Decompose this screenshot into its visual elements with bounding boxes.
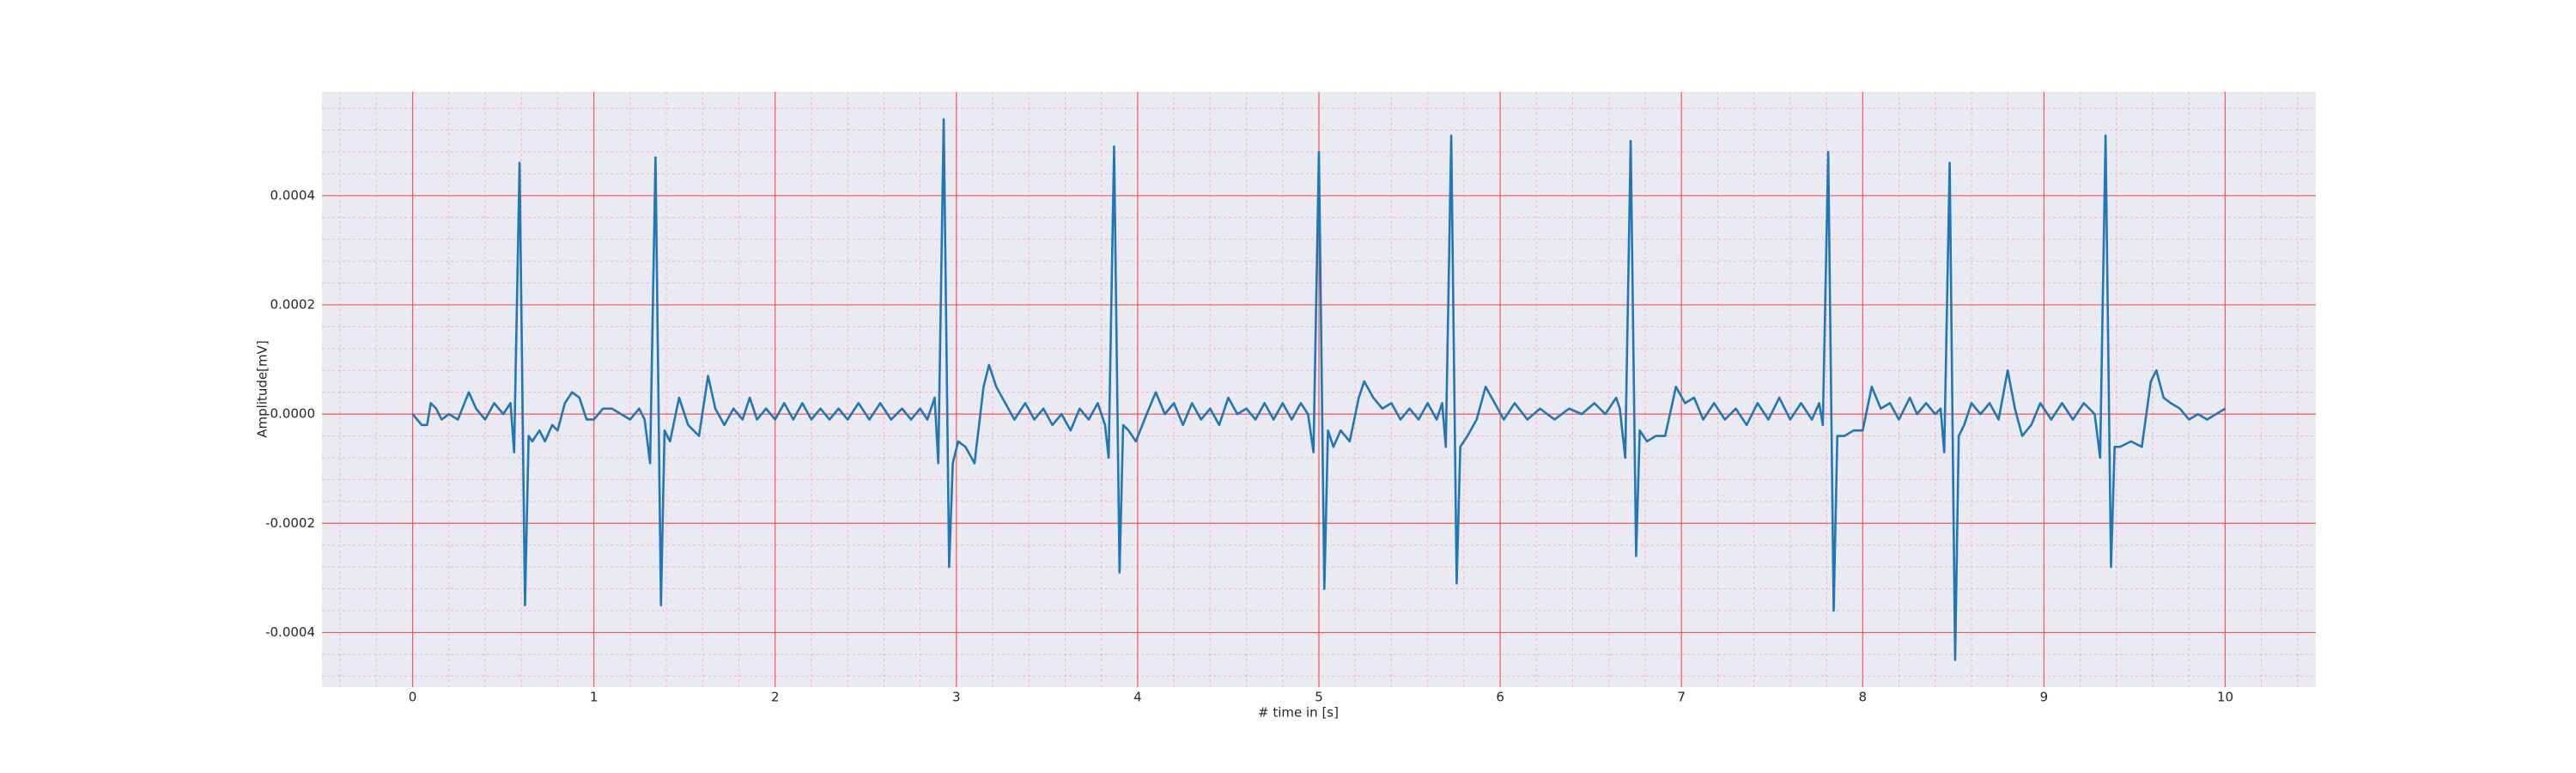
x-axis-label: # time in [s]: [1258, 705, 1339, 721]
y-tick-label: 0.0002: [270, 296, 316, 312]
x-tick-label: 5: [1315, 690, 1323, 705]
y-tick-label: -0.0004: [265, 624, 315, 640]
y-tick-label: 0.0004: [270, 187, 316, 203]
signal-line: [411, 118, 2227, 661]
x-tick-label: 1: [590, 690, 598, 705]
x-tick-label: 9: [2040, 690, 2049, 705]
x-tick-label: 4: [1133, 690, 1142, 705]
x-tick-label: 0: [409, 690, 417, 705]
y-tick-label: -0.0002: [265, 515, 315, 531]
x-tick-label: 2: [771, 690, 780, 705]
x-tick-label: 3: [952, 690, 961, 705]
y-tick-label: 0.0000: [270, 406, 316, 422]
y-axis-label: Amplitude[mV]: [255, 340, 270, 437]
x-tick-label: 8: [1858, 690, 1867, 705]
x-tick-label: 10: [2217, 690, 2233, 705]
x-tick-label: 6: [1496, 690, 1504, 705]
x-tick-label: 7: [1677, 690, 1686, 705]
